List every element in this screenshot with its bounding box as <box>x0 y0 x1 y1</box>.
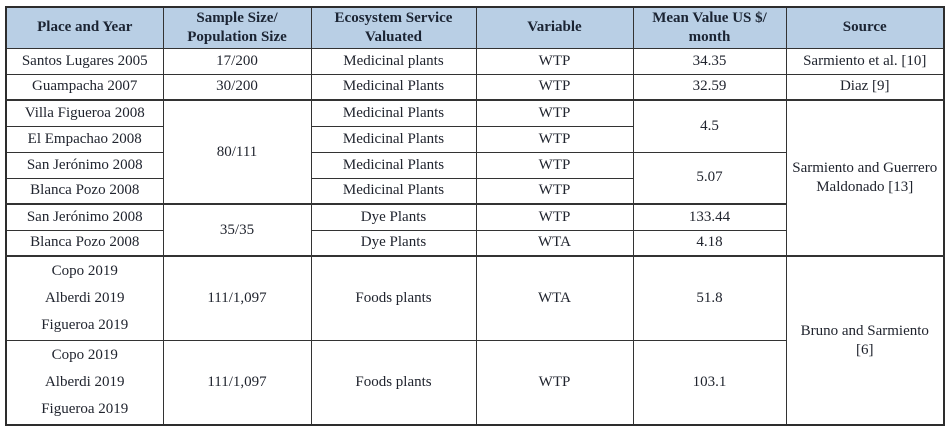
cell-variable: WTA <box>475 255 634 341</box>
place-line: Copo 2019 <box>51 263 118 279</box>
cell-sample-size: 111/1,097 <box>162 340 312 426</box>
cell-ecosystem: Foods plants <box>310 255 477 341</box>
cell-mean-value: 34.35 <box>632 47 787 75</box>
cell-variable: WTP <box>475 99 634 127</box>
cell-mean-value: 51.8 <box>632 255 787 341</box>
table-row: Copo 2019 Alberdi 2019 Figueroa 2019 111… <box>5 340 944 426</box>
table-row: Copo 2019 Alberdi 2019 Figueroa 2019 111… <box>5 255 945 426</box>
cell-variable: WTA <box>475 229 634 257</box>
cell-place: Villa Figueroa 2008 <box>5 99 164 127</box>
cell-ecosystem: Dye Plants <box>310 229 477 257</box>
cell-place: San Jerónimo 2008 <box>5 203 164 231</box>
table-header-row: Place and Year Sample Size/ Population S… <box>5 6 945 49</box>
cell-sample-size: 30/200 <box>162 73 312 101</box>
table-row: Blanca Pozo 2008 Dye Plants WTA 4.18 <box>5 229 944 257</box>
cell-place: Copo 2019 Alberdi 2019 Figueroa 2019 <box>5 255 164 341</box>
cell-ecosystem: Medicinal Plants <box>310 177 477 205</box>
cell-mean-value: 4.5 <box>632 99 787 153</box>
cell-variable: WTP <box>475 73 634 101</box>
table-row: El Empachao 2008 Medicinal Plants WTP <box>5 125 944 153</box>
header-mean-value: Mean Value US $/ month <box>632 6 787 49</box>
cell-place: Blanca Pozo 2008 <box>5 177 164 205</box>
cell-sample-size: 111/1,097 <box>162 255 312 341</box>
cell-place: Blanca Pozo 2008 <box>5 229 164 257</box>
table-row: Santos Lugares 2005 17/200 Medicinal pla… <box>5 47 945 75</box>
cell-variable: WTP <box>475 340 634 426</box>
table-row: San Jerónimo 2008 Medicinal Plants WTP 5… <box>5 151 944 205</box>
cell-ecosystem: Medicinal Plants <box>310 73 477 101</box>
cell-variable: WTP <box>475 203 634 231</box>
cell-mean-value: 4.18 <box>632 229 787 257</box>
cell-place: El Empachao 2008 <box>5 125 164 153</box>
cell-mean-value: 5.07 <box>632 151 787 205</box>
cell-variable: WTP <box>475 47 634 75</box>
cell-place: Santos Lugares 2005 <box>5 47 164 75</box>
header-source: Source <box>785 6 945 49</box>
table-row: San Jerónimo 2008 35/35 Dye Plants WTP 1… <box>5 203 944 257</box>
cell-place: Copo 2019 Alberdi 2019 Figueroa 2019 <box>5 340 164 426</box>
table-row: Villa Figueroa 2008 80/111 Medicinal Pla… <box>5 99 945 257</box>
cell-variable: WTP <box>475 125 634 153</box>
cell-mean-value: 133.44 <box>632 203 787 231</box>
cell-source: Diaz [9] <box>785 73 945 101</box>
cell-ecosystem: Medicinal Plants <box>310 151 477 179</box>
place-line: Figueroa 2019 <box>41 401 129 417</box>
cell-mean-value: 32.59 <box>632 73 787 101</box>
cell-variable: WTP <box>475 151 634 179</box>
cell-sample-size: 17/200 <box>162 47 312 75</box>
cell-ecosystem: Dye Plants <box>310 203 477 231</box>
cell-mean-value: 103.1 <box>632 340 787 426</box>
cell-variable: WTP <box>475 177 634 205</box>
cell-ecosystem: Medicinal Plants <box>310 99 477 127</box>
cell-source: Bruno and Sarmiento [6] <box>785 255 945 426</box>
table-row: Blanca Pozo 2008 Medicinal Plants WTP <box>5 177 944 205</box>
cell-sample-size: 80/111 <box>162 99 312 205</box>
valuation-table: Place and Year Sample Size/ Population S… <box>5 6 945 426</box>
table-row: Guampacha 2007 30/200 Medicinal Plants W… <box>5 73 945 101</box>
cell-source: Sarmiento and Guerrero Maldonado [13] <box>785 99 945 257</box>
cell-ecosystem: Foods plants <box>310 340 477 426</box>
cell-place: Guampacha 2007 <box>5 73 164 101</box>
header-place-and-year: Place and Year <box>5 6 164 49</box>
place-line: Alberdi 2019 <box>44 290 125 306</box>
cell-place: San Jerónimo 2008 <box>5 151 164 179</box>
header-sample-size: Sample Size/ Population Size <box>162 6 312 49</box>
cell-ecosystem: Medicinal Plants <box>310 125 477 153</box>
cell-ecosystem: Medicinal plants <box>310 47 477 75</box>
header-ecosystem-service: Ecosystem Service Valuated <box>310 6 477 49</box>
cell-sample-size: 35/35 <box>162 203 312 257</box>
place-line: Figueroa 2019 <box>41 317 129 333</box>
place-line: Alberdi 2019 <box>44 374 125 390</box>
cell-source: Sarmiento et al. [10] <box>785 47 945 75</box>
header-variable: Variable <box>475 6 634 49</box>
place-line: Copo 2019 <box>51 347 118 363</box>
